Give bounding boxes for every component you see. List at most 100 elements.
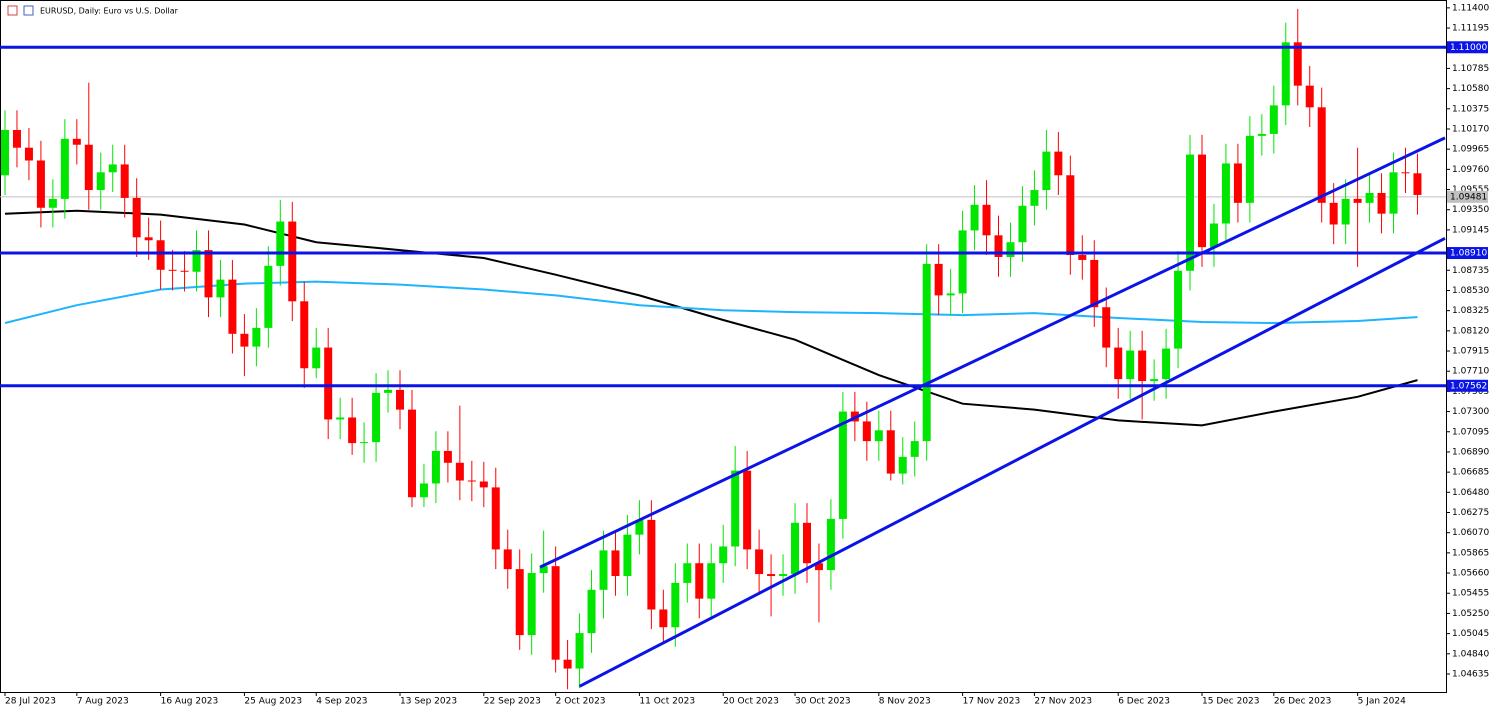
candle-body (838, 411, 847, 519)
candle-body (647, 519, 656, 610)
candle-body (1114, 347, 1123, 380)
icon (23, 5, 34, 16)
candle-body (1030, 190, 1039, 206)
candle-body (1245, 135, 1254, 203)
x-tick-label: 2 Oct 2023 (556, 697, 606, 707)
candle-body (312, 347, 321, 369)
candle-body (443, 450, 452, 463)
candle-body (527, 573, 536, 636)
candle-body (1341, 198, 1350, 225)
symbol-icons (7, 5, 34, 16)
candle-body (132, 197, 141, 238)
candle-body (958, 230, 967, 294)
trend-line (539, 136, 1446, 569)
y-tick-label: 1.06480 (1452, 488, 1489, 498)
candle-body (659, 609, 668, 628)
x-tick-label: 16 Aug 2023 (161, 697, 219, 707)
candle-body (719, 546, 728, 564)
y-tick-label: 1.07915 (1452, 347, 1489, 357)
candle-body (300, 301, 309, 369)
x-tick-label: 27 Nov 2023 (1034, 697, 1092, 707)
moving-average-line (4, 280, 1418, 325)
candle-body (419, 483, 428, 498)
current-price-label: 1.09481 (1450, 192, 1487, 202)
candle-body (599, 550, 608, 590)
candle-body (898, 456, 907, 474)
candle-body (1365, 192, 1374, 203)
candle-body (156, 240, 165, 270)
y-tick-label: 1.07505 (1452, 387, 1489, 397)
candle-body (48, 198, 57, 208)
candle-body (1293, 42, 1302, 86)
candle-body (886, 430, 895, 474)
candle-body (180, 270, 189, 272)
candle-body (324, 347, 333, 420)
candle-body (1317, 107, 1326, 203)
candle-body (743, 470, 752, 550)
candle-body (922, 263, 931, 442)
y-tick-label: 1.05660 (1452, 569, 1489, 579)
y-tick-label: 1.06890 (1452, 447, 1489, 457)
candle-body (336, 417, 345, 420)
candle-body (970, 204, 979, 231)
y-tick-label: 1.04635 (1452, 669, 1489, 679)
y-tick-label: 1.10170 (1452, 124, 1489, 134)
x-tick-label: 8 Nov 2023 (879, 697, 931, 707)
candle-body (1, 129, 9, 176)
candle-body (551, 566, 560, 660)
x-tick-label: 25 Aug 2023 (244, 697, 302, 707)
candle-body (1090, 259, 1099, 308)
candle-body (60, 138, 69, 199)
y-tick-label: 1.10375 (1452, 104, 1489, 114)
candle-body (192, 250, 201, 272)
candle-body (348, 417, 357, 444)
level-label: 1.08910 (1450, 249, 1487, 259)
y-tick-label: 1.09760 (1452, 165, 1489, 175)
candle-body (707, 563, 716, 599)
candle-body (1413, 173, 1422, 195)
candle-body (1401, 172, 1410, 174)
candle-body (791, 522, 800, 575)
moving-average-line (4, 209, 1418, 427)
x-tick-label: 26 Dec 2023 (1274, 697, 1332, 707)
y-tick-label: 1.09965 (1452, 145, 1489, 155)
y-tick-label: 1.05455 (1452, 589, 1489, 599)
candle-body (1353, 198, 1362, 203)
candle-body (1006, 242, 1015, 257)
candle-body (84, 144, 93, 191)
current-price-label-bg (1447, 190, 1488, 203)
x-tick-label: 20 Oct 2023 (723, 697, 779, 707)
candle-body (910, 441, 919, 457)
candle-body (1377, 192, 1386, 214)
candle-body (1221, 163, 1230, 224)
candle-body (1102, 307, 1111, 348)
candle-body (994, 235, 1003, 257)
candle-body (108, 164, 117, 173)
y-tick-label: 1.05865 (1452, 548, 1489, 558)
candle-body (934, 263, 943, 296)
candle-body (946, 293, 955, 296)
candle-body (515, 569, 524, 636)
candle-body (407, 409, 416, 498)
y-tick-label: 1.10580 (1452, 84, 1489, 94)
candle-body (252, 327, 261, 347)
x-tick-label: 22 Sep 2023 (484, 697, 541, 707)
y-tick-label: 1.07710 (1452, 367, 1489, 377)
candle-body (1257, 133, 1266, 136)
candle-body (826, 518, 835, 571)
candle-body (874, 430, 883, 442)
y-tick-label: 1.09555 (1452, 185, 1489, 195)
candle-body (671, 582, 680, 628)
y-tick-label: 1.07300 (1452, 407, 1489, 417)
x-tick-label: 30 Oct 2023 (795, 697, 851, 707)
x-tick-label: 17 Nov 2023 (963, 697, 1021, 707)
y-tick-label: 1.10785 (1452, 64, 1489, 74)
candle-body (264, 265, 273, 328)
candle-body (431, 450, 440, 484)
chart-title: EURUSD, Daily: Euro vs U.S. Dollar (40, 7, 179, 16)
y-tick-label: 1.11195 (1452, 24, 1489, 34)
candle-body (1126, 350, 1135, 380)
candle-body (1269, 105, 1278, 134)
candle-body (1305, 85, 1314, 108)
